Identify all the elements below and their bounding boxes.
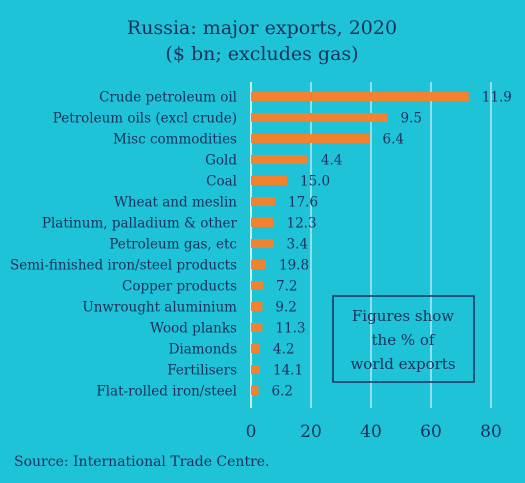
note-box [332, 295, 475, 383]
data-label: 11.9 [482, 90, 512, 106]
category-label: Fertilisers [167, 363, 237, 379]
bar [251, 155, 308, 164]
category-label: Petroleum oils (excl crude) [53, 111, 237, 127]
bar [251, 113, 388, 122]
category-labels: Crude petroleum oil Petroleum oils (excl … [10, 90, 238, 400]
chart-subtitle: ($ bn; excludes gas) [165, 43, 358, 65]
category-label: Gold [205, 153, 237, 169]
x-tick-labels: 0 20 40 60 80 [246, 422, 502, 442]
category-label: Semi-finished iron/steel products [10, 258, 237, 274]
note-line-2: the % of [372, 331, 436, 349]
category-label: Diamonds [169, 342, 237, 358]
bar [251, 281, 263, 290]
source-note: Source: International Trade Centre. [14, 454, 270, 470]
data-label: 12.3 [287, 216, 317, 232]
category-label: Misc commodities [113, 132, 237, 148]
bar [251, 92, 469, 101]
x-tick-label: 40 [360, 422, 382, 442]
category-label: Wheat and meslin [114, 195, 237, 211]
note-line-1: Figures show [352, 307, 454, 325]
bar [251, 218, 274, 227]
category-label: Flat-rolled iron/steel [96, 384, 237, 400]
category-label: Crude petroleum oil [99, 90, 237, 106]
bar [251, 260, 266, 269]
data-label: 9.2 [275, 300, 296, 316]
data-label: 11.3 [275, 321, 305, 337]
x-tick-label: 60 [420, 422, 442, 442]
note-line-3: world exports [350, 355, 455, 373]
data-label: 6.4 [383, 132, 404, 148]
bar [251, 323, 263, 332]
data-label: 9.5 [401, 111, 422, 127]
data-label: 3.4 [287, 237, 308, 253]
value-labels: 11.9 9.5 6.4 4.4 15.0 17.6 12.3 3.4 19.8 7.2 9.2 11… [272, 90, 512, 400]
bar [251, 134, 370, 143]
x-tick-label: 0 [246, 422, 257, 442]
bar [251, 176, 287, 185]
category-label: Platinum, palladium & other [42, 216, 238, 232]
x-tick-label: 80 [480, 422, 502, 442]
bar [251, 386, 259, 395]
bar [251, 239, 274, 248]
category-label: Wood planks [150, 321, 237, 337]
chart-title: Russia: major exports, 2020 [127, 17, 397, 39]
category-label: Unwrought aluminium [82, 300, 237, 316]
bar [251, 365, 260, 374]
data-label: 19.8 [279, 258, 309, 274]
data-label: 15.0 [300, 174, 330, 190]
category-label: Petroleum gas, etc [109, 237, 237, 253]
data-label: 4.2 [273, 342, 294, 358]
category-label: Copper products [122, 279, 237, 295]
data-label: 17.6 [288, 195, 318, 211]
bars [251, 92, 469, 395]
bar [251, 197, 275, 206]
x-tick-label: 20 [300, 422, 322, 442]
data-label: 4.4 [321, 153, 342, 169]
bar [251, 344, 260, 353]
data-label: 7.2 [276, 279, 297, 295]
data-label: 6.2 [272, 384, 293, 400]
data-label: 14.1 [273, 363, 303, 379]
category-label: Coal [206, 174, 237, 190]
bar [251, 302, 263, 311]
